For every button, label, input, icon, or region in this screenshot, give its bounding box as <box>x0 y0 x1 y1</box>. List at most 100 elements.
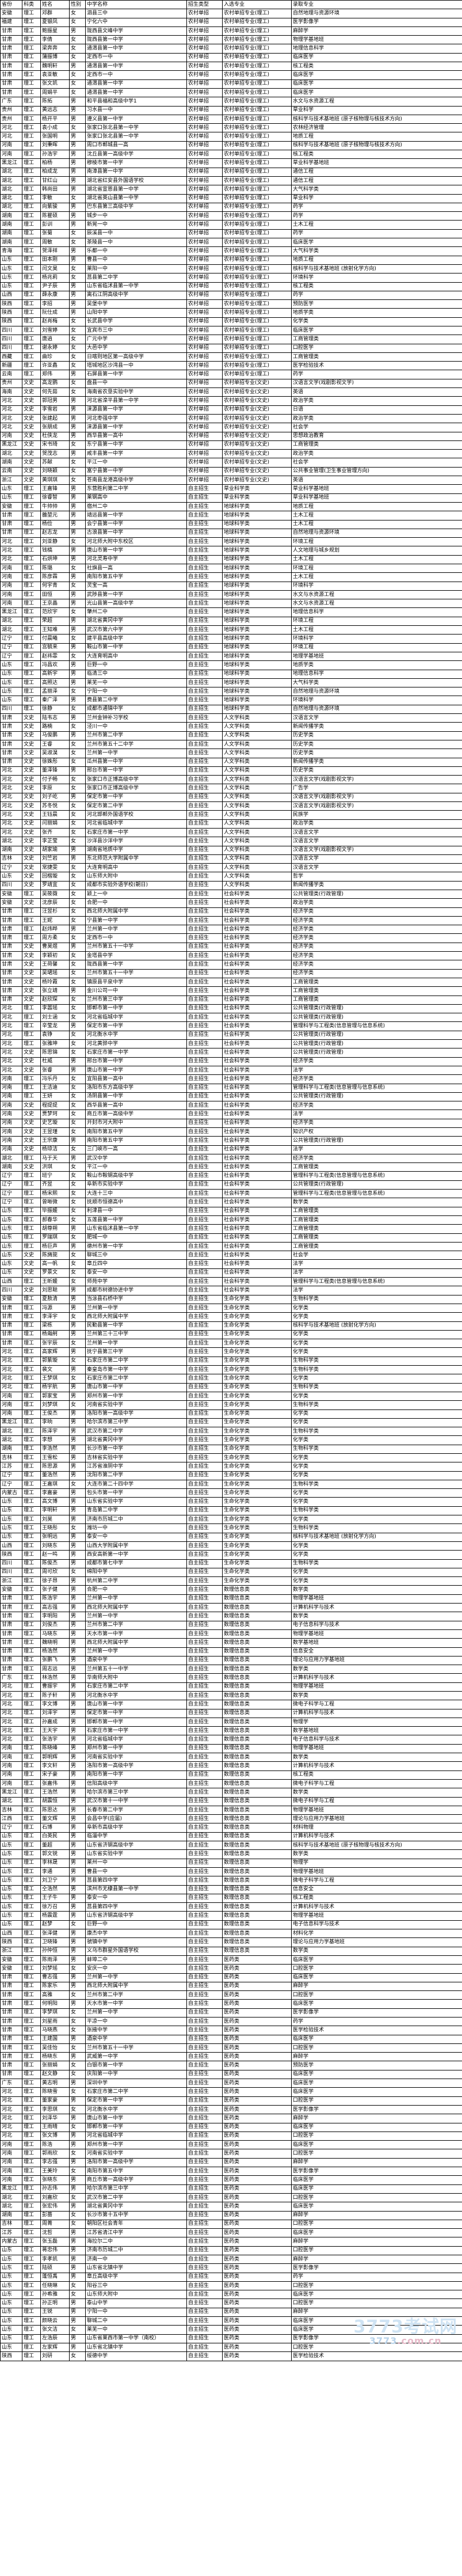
table-row: 甘肃 理工 刘星雨女平凉一中 自主招生 医药类 药学 <box>0 2016 462 2027</box>
cell-adm_type: 自主招生 <box>186 1576 223 1586</box>
table-row: 甘肃 理工 冯源男兰州第一中学 自主招生 生命化学类 化学类 <box>0 1303 462 1313</box>
cell-name: 陈旖旎 <box>40 1251 70 1260</box>
cell-province: 河北 <box>0 123 22 133</box>
cell-major: 材料物理 <box>291 1823 462 1833</box>
cell-sel_major: 医药类 <box>222 2079 292 2088</box>
cell-adm_type: 自主招生 <box>186 1488 223 1498</box>
table-row: 安徽 文史 沈彦辰女合肥一中 自主招生 社会科学类 政治学类 <box>0 898 462 908</box>
cell-province: 河北 <box>0 1065 22 1076</box>
cell-name: 彭蔷 <box>40 2210 70 2220</box>
cell-sel_major: 农村单招专业(文史) <box>222 431 292 441</box>
cell-major: 土木工程 <box>291 625 462 635</box>
cell-school: 苍南县龙港高级中学 <box>85 476 187 485</box>
cell-name: 董家豪 <box>40 2096 70 2106</box>
cell-track: 理工 <box>22 1849 41 1859</box>
cell-gender: 男 <box>69 1753 86 1762</box>
cell-gender: 女 <box>69 863 86 873</box>
table-row: 甘肃 文史 马俊鹏男兰州市第二中学 自主招生 人文学科类 历史学类 <box>0 731 462 740</box>
cell-track: 理工 <box>22 1955 41 1965</box>
table-row: 陕西 理工 赵肖梅女长武县中学 农村单招 农村单招专业(理工) 化学类 <box>0 317 462 326</box>
cell-name: 马晓东 <box>40 1629 70 1639</box>
cell-school: 河南省实验中学 <box>85 2149 187 2159</box>
cell-adm_type: 自主招生 <box>186 660 223 670</box>
table-row: 河北 理工 张文博男河北省临城中学 自主招生 医药类 口腔医学 <box>0 2131 462 2141</box>
cell-gender: 男 <box>69 792 86 803</box>
cell-school: 兰州第三十三中学 <box>85 1329 187 1340</box>
table-row: 河南 理工 宋子豪男南阳市第一中学 自主招生 数理信息类 核工程类 <box>0 1770 462 1780</box>
cell-major: 水文与水资源工程 <box>291 599 462 609</box>
cell-adm_type: 自主招生 <box>186 669 223 679</box>
cell-adm_type: 自主招生 <box>186 775 223 785</box>
cell-track: 理工 <box>22 599 41 609</box>
cell-sel_major: 地球科学类 <box>222 581 292 591</box>
cell-gender: 女 <box>69 1964 86 1974</box>
cell-adm_type: 自主招生 <box>186 1171 223 1181</box>
cell-adm_type: 自主招生 <box>186 749 223 758</box>
cell-province: 山东 <box>0 1506 22 1516</box>
cell-province: 湖南 <box>0 845 22 855</box>
cell-major: 草业科学基地班 <box>291 484 462 494</box>
cell-province: 吉林 <box>0 854 22 864</box>
cell-major: 核科学与技术基地班 (原子核物理与核技术方向) <box>291 114 462 124</box>
cell-gender: 男 <box>69 731 86 740</box>
cell-track: 理工 <box>22 1629 41 1639</box>
cell-track: 文史 <box>22 1118 41 1129</box>
cell-track: 理工 <box>22 1039 41 1049</box>
cell-name: 高新宇 <box>40 669 70 679</box>
cell-gender: 女 <box>69 2210 86 2220</box>
cell-track: 理工 <box>22 1726 41 1736</box>
table-row: 河北 文史 闫丽娟女河北省临城中学 自主招生 人文学科类 政治学类 <box>0 819 462 829</box>
cell-gender: 男 <box>69 546 86 556</box>
cell-school: 兰州第一中学 <box>85 925 187 934</box>
cell-major: 历史学类 <box>291 766 462 776</box>
cell-sel_major: 社会科学类 <box>222 1118 292 1129</box>
cell-gender: 男 <box>69 2114 86 2123</box>
cell-adm_type: 农村单招 <box>186 449 223 459</box>
cell-school: 光山县第一高级中学 <box>85 599 187 609</box>
cell-gender: 男 <box>69 1057 86 1066</box>
cell-sel_major: 农村单招专业(理工) <box>222 325 292 336</box>
cell-sel_major: 医药类 <box>222 2175 292 2185</box>
table-row: 山东 理工 孙正明男泰山中学 自主招生 医药类 口腔医学 <box>0 2298 462 2308</box>
cell-sel_major: 人文学科类 <box>222 775 292 785</box>
cell-gender: 男 <box>69 1515 86 1525</box>
cell-sel_major: 人文学科类 <box>222 784 292 793</box>
cell-province: 吉林 <box>0 1453 22 1463</box>
cell-sel_major: 社会科学类 <box>222 1180 292 1190</box>
table-row: 河北 文史 苏冬悦女保定市第二中学 自主招生 人文学科类 汉语言文学(戏剧影视文学) <box>0 801 462 811</box>
cell-name: 张玉磊 <box>40 2237 70 2247</box>
cell-track: 理工 <box>22 123 41 133</box>
cell-track: 理工 <box>22 1083 41 1093</box>
cell-adm_type: 自主招生 <box>186 757 223 767</box>
cell-sel_major: 数理信息类 <box>222 1867 292 1877</box>
table-row: 河南 理工 陈璐女社旗县一高 自主招生 地球科学类 环境工程 <box>0 563 462 573</box>
cell-school: 山东省北镇中学 <box>85 2342 187 2353</box>
cell-major: 汉语言文学 <box>291 713 462 723</box>
cell-major: 汉语言文学 <box>291 863 462 873</box>
cell-adm_type: 农村单招 <box>186 185 223 195</box>
cell-track: 理工 <box>22 335 41 344</box>
cell-gender: 男 <box>69 1770 86 1780</box>
table-row: 山东 理工 董超男山东省济钢高级中学 自主招生 数理信息类 核科学与技术基地班 (原子核物… <box>0 1841 462 1851</box>
table-row: 江苏 理工 陈思源男江苏省淮阴中学 自主招生 生命化学类 化学类 <box>0 1462 462 1472</box>
cell-sel_major: 农村单招专业(文史) <box>222 413 292 424</box>
cell-adm_type: 自主招生 <box>186 696 223 705</box>
cell-adm_type: 自主招生 <box>186 2184 223 2194</box>
cell-name: 李明阳 <box>40 1612 70 1621</box>
cell-school: 和平县福和高级中学1 <box>85 97 187 107</box>
cell-major: 数学类 <box>291 1946 462 1956</box>
cell-track: 理工 <box>22 2061 41 2070</box>
cell-track: 理工 <box>22 167 41 177</box>
table-row: 山东 理工 陆硕男山东省北镇中学 自主招生 医药类 医学影像学 <box>0 2263 462 2273</box>
cell-name: 孙浩宇 <box>40 150 70 159</box>
cell-province: 河北 <box>0 1356 22 1366</box>
cell-track: 理工 <box>22 519 41 529</box>
cell-name: 张丽娟 <box>40 2061 70 2070</box>
cell-name: 李明轩 <box>40 1506 70 1516</box>
cell-major: 工商管理类 <box>291 977 462 987</box>
cell-track: 理工 <box>22 202 41 212</box>
cell-track: 理工 <box>22 1655 41 1666</box>
table-row: 辽宁 文史 常捷雯女大连育明高中 自主招生 人文学科类 汉语言文学 <box>0 863 462 873</box>
cell-gender: 女 <box>69 193 86 203</box>
cell-school: 山阳中学 <box>85 308 187 318</box>
